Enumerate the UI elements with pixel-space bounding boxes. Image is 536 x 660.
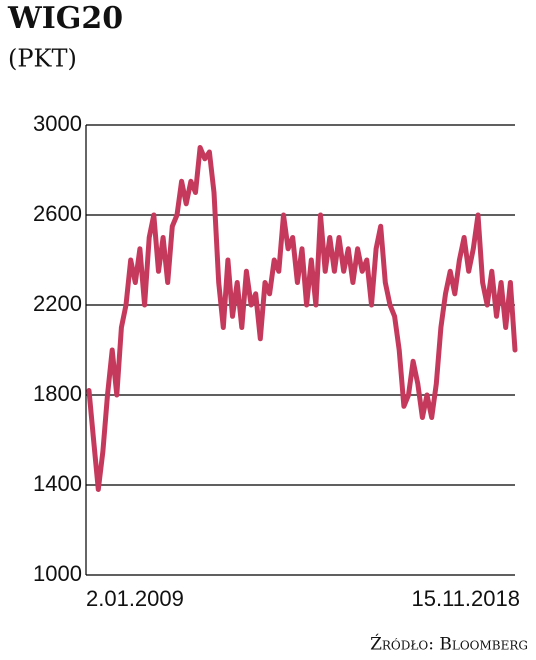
x-tick-label: 15.11.2018: [412, 586, 520, 611]
source: Źródło: Bloomberg: [370, 634, 528, 655]
y-tick-label: 1400: [33, 471, 82, 496]
y-tick-label: 3000: [33, 111, 82, 136]
chart-title: WIG20: [7, 1, 123, 36]
y-tick-label: 1800: [33, 381, 82, 406]
line: [86, 145, 518, 492]
y-tick-label: 1000: [33, 561, 82, 586]
x-tick-label: 2.01.2009: [86, 586, 184, 611]
y-tick-label: 2200: [33, 291, 82, 316]
chart-subtitle: (PKT): [8, 45, 77, 73]
y-tick-label: 2600: [33, 201, 82, 226]
